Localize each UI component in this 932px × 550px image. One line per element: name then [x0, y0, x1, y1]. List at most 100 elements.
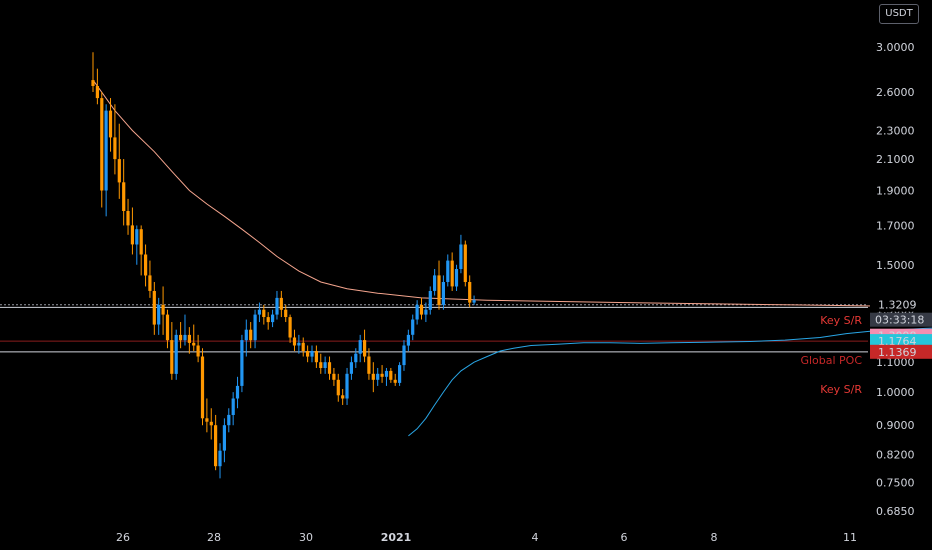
candle-body [450, 260, 454, 287]
candle-body [433, 275, 437, 291]
candle-body [174, 334, 178, 374]
candle [139, 225, 143, 276]
price-tick-label: 0.6850 [876, 505, 915, 518]
price-tag-lower: 1.1369 [870, 344, 932, 359]
candle-body [454, 269, 459, 287]
candle [200, 348, 205, 426]
candle-body [389, 370, 393, 380]
candle [249, 322, 253, 349]
candle-body [165, 314, 170, 341]
candle-body [310, 351, 314, 357]
candle-body [152, 291, 156, 325]
candle [376, 367, 380, 386]
candle-body [126, 211, 130, 226]
candle-body [117, 159, 121, 183]
candle-body [349, 362, 353, 374]
candle [441, 275, 445, 310]
candle-body [257, 309, 261, 315]
candle [91, 52, 95, 92]
key-sr-upper-label: Key S/R [820, 314, 862, 327]
candle-body [472, 300, 476, 303]
candle-body [446, 260, 450, 282]
candle [292, 329, 297, 351]
candle-body [196, 345, 200, 357]
candle [262, 304, 266, 325]
time-tick-label: 26 [116, 531, 130, 544]
candle [389, 367, 393, 383]
candle-body [144, 254, 148, 276]
candle-body [363, 340, 367, 357]
candle [214, 414, 218, 471]
candle-body [441, 282, 445, 305]
candle [310, 345, 314, 363]
candle-body [266, 317, 270, 323]
candle-body [292, 337, 297, 346]
currency-selector[interactable]: USDT [879, 4, 919, 24]
candle-body [157, 304, 161, 325]
candle-body [135, 229, 139, 245]
candle [424, 302, 428, 323]
candle [345, 367, 349, 405]
candle [411, 314, 415, 341]
price-tick-label: 0.9000 [876, 419, 915, 432]
candle [104, 104, 108, 217]
candle [170, 322, 174, 380]
candle-body [262, 309, 266, 317]
current-price-tag: 1.3209 [878, 299, 917, 312]
candle-body [231, 398, 235, 415]
candle [126, 198, 130, 235]
price-tag-timer: 03:33:18 [870, 312, 932, 327]
candle [358, 334, 362, 363]
global-poc-label: Global POC [800, 354, 862, 367]
candle-body [393, 379, 397, 383]
candle [113, 104, 117, 175]
candle [472, 295, 476, 305]
candle [244, 319, 248, 357]
candle [187, 327, 191, 354]
candle [406, 329, 410, 351]
candle [253, 309, 257, 349]
candle-body [205, 418, 209, 422]
candle [393, 373, 397, 386]
candle [235, 376, 240, 409]
candle-body [218, 450, 222, 467]
candle [463, 240, 467, 287]
candle-body [100, 98, 104, 191]
candle-body [161, 304, 165, 315]
price-tick-label: 3.0000 [876, 41, 915, 54]
price-tick-label: 1.7000 [876, 219, 915, 232]
time-axis[interactable]: 26 28 30 2021 4 6 8 11 [116, 531, 857, 544]
candle-body [187, 334, 191, 343]
candle-countdown-tag: 03:33:18 [875, 314, 924, 327]
price-axis[interactable]: 0.68500.75000.82000.90001.00001.10001.30… [876, 41, 915, 518]
candle [117, 123, 121, 199]
candle [297, 334, 301, 354]
candle [222, 418, 226, 463]
candle-body [183, 334, 187, 341]
candle [122, 159, 126, 226]
key-sr-lower-tag: 1.1369 [878, 346, 917, 359]
candle [227, 408, 231, 433]
price-tick-label: 0.8200 [876, 449, 915, 462]
price-tick-label: 2.1000 [876, 153, 915, 166]
candle [205, 398, 209, 433]
candle-body [341, 395, 345, 399]
time-tick-label: 2021 [381, 531, 412, 544]
candle-body [459, 244, 463, 269]
candle [196, 334, 200, 363]
candle-body [275, 297, 279, 315]
candle [349, 356, 353, 380]
candle-body [279, 297, 283, 310]
candle [319, 353, 323, 374]
candle-body [214, 425, 218, 467]
candle [402, 340, 406, 371]
candle-body [463, 244, 467, 282]
price-tick-label: 0.7500 [876, 477, 915, 490]
candle-body [406, 334, 410, 346]
candle-body [327, 362, 332, 374]
candle [363, 329, 367, 363]
candle-body [367, 356, 371, 374]
candle-body [130, 225, 134, 245]
candle-body [288, 317, 292, 338]
